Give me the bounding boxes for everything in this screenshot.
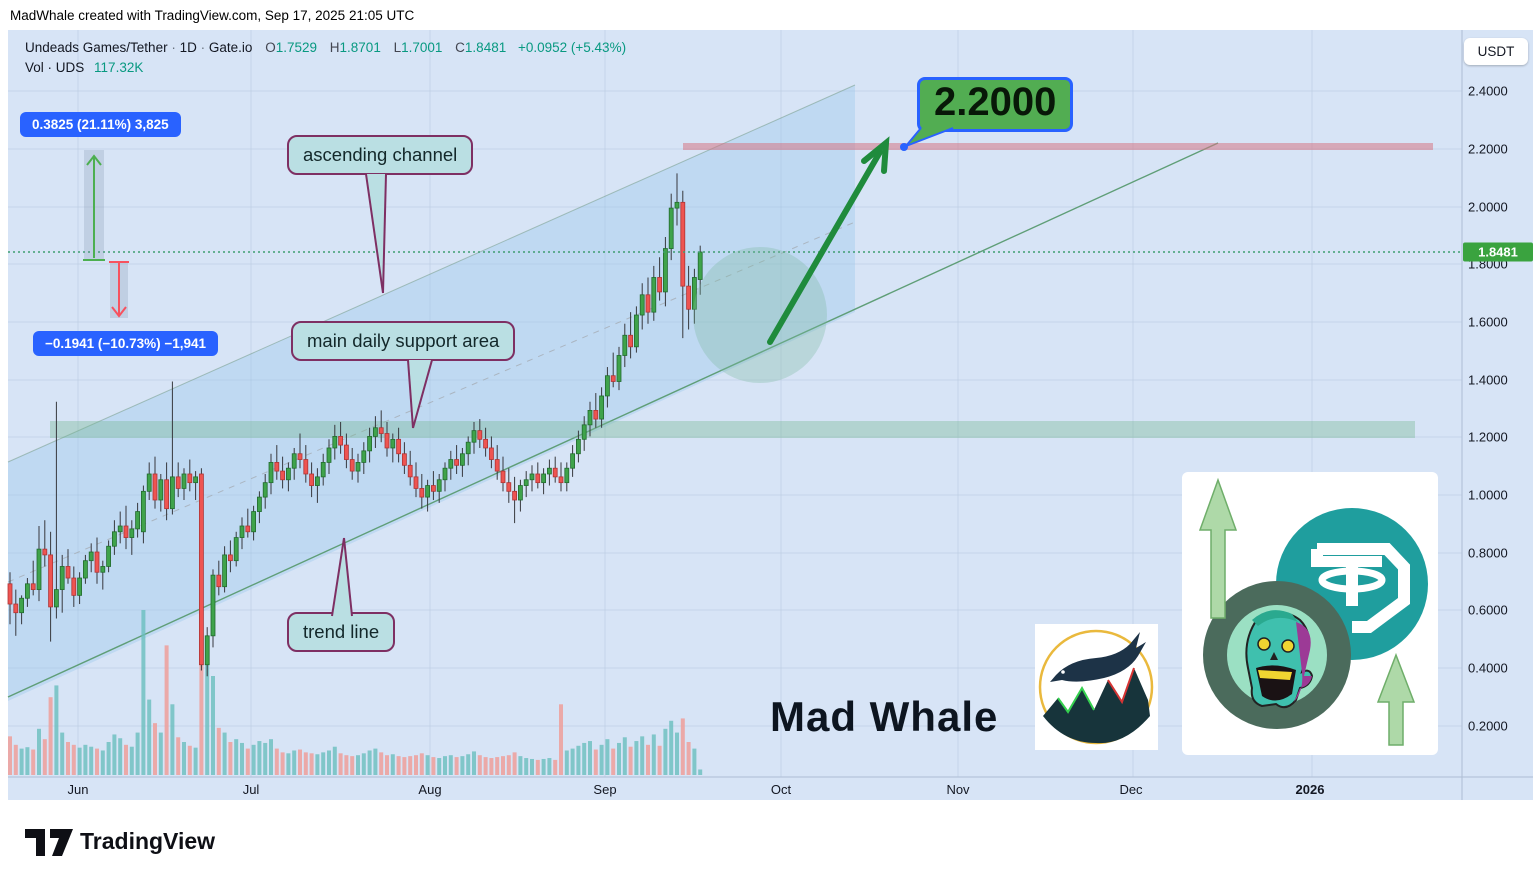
exchange-label[interactable]: Gate.io [208, 40, 253, 55]
time-tick-label: Jun [67, 782, 89, 797]
tradingview-logo-glyph [50, 829, 73, 856]
chart-panel[interactable] [8, 30, 1533, 800]
price-tick-label: 0.6000 [1468, 602, 1508, 618]
volume-value: 117.32K [94, 60, 144, 75]
time-tick-label: Jul [242, 782, 260, 797]
price-tick-label: 1.4000 [1468, 372, 1508, 388]
low-label: L [393, 40, 402, 55]
volume-label: Vol · UDS [25, 60, 85, 75]
time-tick-label: Nov [946, 782, 970, 797]
current-price-badge: 1.8481 [1463, 242, 1533, 262]
change-value: +0.0952 (+5.43%) [517, 40, 627, 55]
price-tick-label: 1.2000 [1468, 429, 1508, 445]
symbol-title[interactable]: Undeads Games/Tether [25, 40, 168, 55]
low-value: 1.7001 [401, 40, 443, 55]
open-value: 1.7529 [275, 40, 318, 55]
price-tick-label: 1.0000 [1468, 487, 1508, 503]
separator-dot: · [171, 40, 176, 55]
time-tick-label: Dec [1119, 782, 1143, 797]
open-label: O [265, 40, 276, 55]
callout-main-daily-support-area[interactable]: main daily support area [291, 321, 516, 361]
currency-button[interactable]: USDT [1464, 38, 1528, 65]
close-label: C [455, 40, 465, 55]
volume-header[interactable]: Vol · UDS 117.32K [25, 60, 143, 75]
price-target-label[interactable]: 2.2000 [917, 77, 1074, 132]
price-tick-label: 0.2000 [1468, 718, 1508, 734]
tradingview-logo-glyph [25, 829, 45, 856]
time-tick-label: 2026 [1295, 782, 1325, 797]
time-tick-label: Sep [593, 782, 617, 797]
snapshot-attribution: MadWhale created with TradingView.com, S… [10, 8, 415, 23]
separator-dot: · [200, 40, 206, 55]
price-tick-label: 1.6000 [1468, 314, 1508, 330]
callout-trend-line[interactable]: trend line [287, 612, 396, 652]
interval-label[interactable]: 1D [179, 40, 197, 55]
high-value: 1.8701 [339, 40, 381, 55]
price-tick-label: 2.2000 [1468, 141, 1508, 157]
watermark-text: Mad Whale [770, 693, 999, 740]
tradingview-brand-text[interactable]: TradingView [80, 828, 216, 854]
price-tick-label: 0.8000 [1468, 545, 1508, 561]
measure-down-badge[interactable]: −0.1941 (−10.73%) −1,941 [33, 331, 219, 356]
time-tick-label: Oct [770, 782, 792, 797]
price-tick-label: 2.0000 [1468, 199, 1508, 215]
symbol-header[interactable]: Undeads Games/Tether · 1D · Gate.io O1.7… [25, 40, 626, 55]
callout-ascending-channel[interactable]: ascending channel [287, 135, 474, 175]
price-tick-label: 0.4000 [1468, 660, 1508, 676]
close-value: 1.8481 [464, 40, 507, 55]
high-label: H [329, 40, 340, 55]
measure-up-badge[interactable]: 0.3825 (21.11%) 3,825 [20, 112, 181, 137]
time-tick-label: Aug [418, 782, 442, 797]
price-tick-label: 2.4000 [1468, 83, 1508, 99]
